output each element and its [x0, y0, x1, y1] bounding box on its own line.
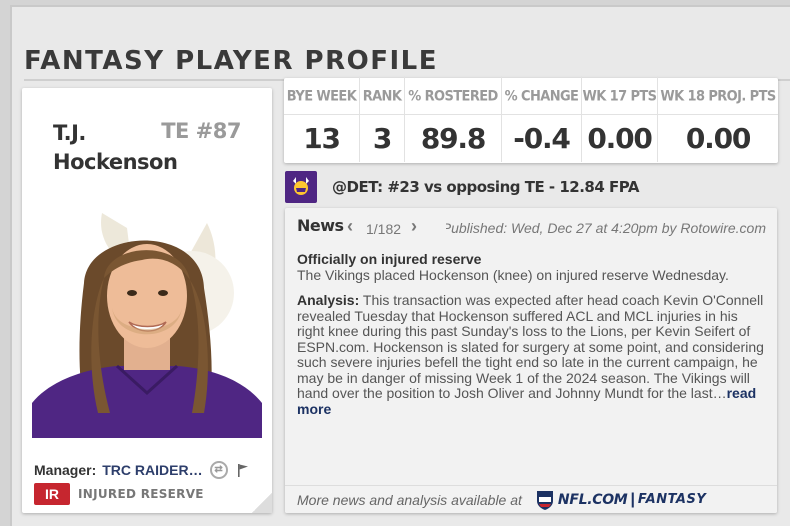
news-card: News ‹ 1/182 › Published: Wed, Dec 27 at… [285, 208, 777, 513]
card-corner-fold [252, 493, 272, 513]
stat-header-rostered: % ROSTERED [405, 76, 502, 116]
stats-card: BYE WEEK RANK % ROSTERED % CHANGE WK 17 … [284, 76, 778, 163]
flag-icon[interactable] [237, 463, 249, 477]
stat-header-rank: RANK [360, 76, 405, 116]
stat-value-rank: 3 [360, 115, 405, 162]
news-item: Officially on injured reserve The Viking… [297, 251, 767, 283]
nfl-logo-separator: | [630, 490, 635, 508]
news-body: Officially on injured reserve The Viking… [297, 251, 767, 427]
manager-row: Manager: TRC RAIDER… ⇄ [34, 459, 262, 481]
analysis-label: Analysis: [297, 292, 360, 308]
stat-value-wk18-proj-pts: 0.00 [685, 122, 751, 155]
news-label: News [297, 216, 344, 235]
matchup-text: @DET: #23 vs opposing TE - 12.84 FPA [332, 178, 640, 196]
stat-header-wk18-proj-pts: WK 18 PROJ. PTS [660, 87, 776, 105]
news-prev-button[interactable]: ‹ [347, 216, 353, 236]
stat-value-change: -0.4 [502, 115, 582, 162]
stat-header-bye-week: BYE WEEK [284, 76, 360, 116]
nfl-shield-icon[interactable] [536, 489, 554, 511]
nfl-logo-fantasy[interactable]: FANTASY [637, 492, 707, 507]
news-next-button[interactable]: › [411, 216, 417, 236]
player-last-name: Hockenson [53, 150, 178, 174]
swap-icon[interactable]: ⇄ [209, 461, 228, 479]
news-footer: More news and analysis available at NFL.… [285, 485, 777, 513]
manager-team-link[interactable]: TRC RAIDER… [102, 462, 203, 478]
news-header: News ‹ 1/182 › Published: Wed, Dec 27 at… [285, 208, 777, 243]
stat-value-rostered: 89.8 [405, 115, 502, 162]
matchup-row: @DET: #23 vs opposing TE - 12.84 FPA [285, 171, 640, 203]
read-more-link[interactable]: read more [297, 385, 757, 417]
news-published: Published: Wed, Dec 27 at 4:20pm by Roto… [446, 220, 766, 236]
player-first-name: T.J. [53, 121, 86, 145]
news-summary: The Vikings placed Hockenson (knee) on i… [297, 266, 729, 283]
player-headshot [32, 198, 262, 438]
stat-value-bye-week: 13 [284, 115, 360, 162]
status-badge: IR [34, 483, 70, 505]
player-card: T.J. Hockenson TE #87 [22, 88, 272, 513]
footer-text: More news and analysis available at [297, 491, 522, 508]
stat-header-change: % CHANGE [502, 76, 582, 116]
manager-label: Manager: [34, 462, 97, 478]
stats-value-row: 13 3 89.8 -0.4 0.00 0.00 [284, 115, 778, 162]
page-title: FANTASY PLAYER PROFILE [24, 46, 438, 76]
nfl-logo-text[interactable]: NFL.COM [557, 491, 628, 508]
stat-value-wk17-pts: 0.00 [582, 115, 658, 162]
status-text: INJURED RESERVE [78, 487, 204, 501]
vikings-logo-icon [285, 171, 317, 203]
stats-header-row: BYE WEEK RANK % ROSTERED % CHANGE WK 17 … [284, 76, 778, 116]
analysis-text: This transaction was expected after head… [297, 292, 764, 401]
news-count: 1/182 [366, 221, 402, 237]
stat-header-wk17-pts: WK 17 PTS [582, 76, 658, 116]
news-analysis: Analysis: This transaction was expected … [297, 292, 767, 417]
player-name: T.J. Hockenson [53, 119, 178, 177]
player-position-number: TE #87 [161, 119, 241, 143]
status-row: IR INJURED RESERVE [34, 483, 204, 505]
news-headline: Officially on injured reserve [297, 251, 482, 267]
